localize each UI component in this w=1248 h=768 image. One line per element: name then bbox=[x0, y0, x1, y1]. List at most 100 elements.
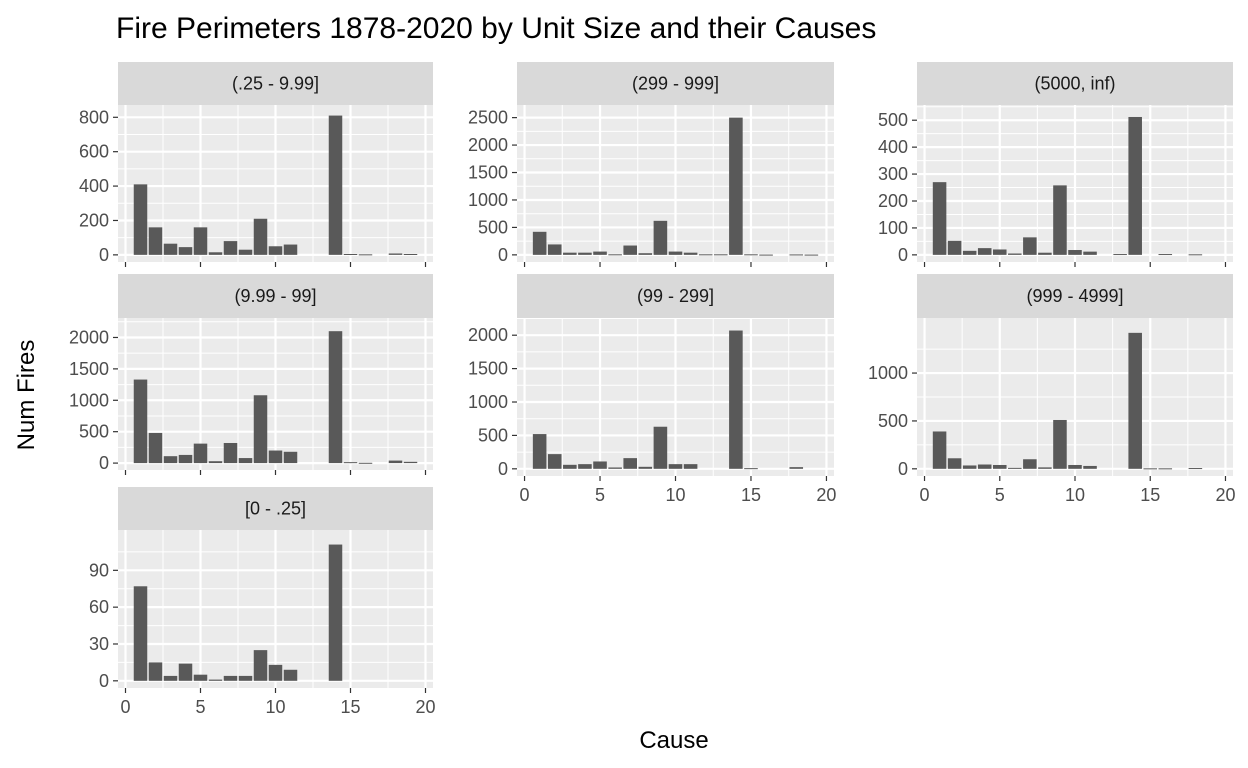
bar bbox=[1158, 468, 1173, 470]
bar bbox=[932, 431, 947, 469]
bar bbox=[133, 379, 148, 464]
bar bbox=[178, 663, 193, 681]
y-tick-label: 90 bbox=[89, 560, 109, 580]
bar bbox=[343, 254, 358, 256]
bar bbox=[1083, 465, 1097, 469]
bar bbox=[1008, 253, 1022, 255]
bar bbox=[193, 227, 208, 255]
x-tick-label: 5 bbox=[995, 485, 1005, 505]
bar bbox=[759, 254, 773, 256]
bar bbox=[223, 241, 238, 255]
bar bbox=[253, 395, 268, 464]
y-tick-label: 2000 bbox=[69, 327, 109, 347]
bar bbox=[729, 330, 743, 469]
bar bbox=[193, 674, 208, 681]
bar bbox=[238, 675, 253, 681]
y-tick-label: 2500 bbox=[468, 108, 508, 128]
bar bbox=[1083, 251, 1097, 255]
bar bbox=[238, 249, 253, 255]
bar bbox=[328, 115, 343, 255]
y-tick-label: 1500 bbox=[468, 359, 508, 379]
bar bbox=[729, 117, 743, 255]
x-tick-label: 10 bbox=[1065, 485, 1085, 505]
y-tick-label: 0 bbox=[498, 245, 508, 265]
bar bbox=[283, 451, 298, 464]
y-tick-label: 300 bbox=[878, 164, 908, 184]
y-tick-label: 0 bbox=[898, 245, 908, 265]
bar bbox=[133, 586, 148, 681]
x-tick-label: 5 bbox=[595, 485, 605, 505]
bar bbox=[283, 244, 298, 255]
bar bbox=[1023, 237, 1037, 255]
x-tick-label: 0 bbox=[120, 697, 130, 717]
y-tick-label: 800 bbox=[79, 107, 109, 127]
bar bbox=[268, 450, 283, 464]
bar bbox=[148, 432, 163, 464]
bar bbox=[268, 664, 283, 681]
bar bbox=[932, 182, 947, 255]
bar bbox=[789, 467, 804, 469]
bar bbox=[208, 461, 223, 464]
facet-strip-label: (5000, inf) bbox=[1034, 74, 1115, 94]
bar bbox=[532, 434, 547, 469]
x-tick-label: 10 bbox=[665, 485, 685, 505]
bar bbox=[653, 220, 668, 255]
y-tick-label: 400 bbox=[878, 137, 908, 157]
bar bbox=[578, 464, 592, 469]
bar bbox=[532, 231, 547, 255]
bar bbox=[698, 254, 713, 256]
facet-strip bbox=[917, 62, 1233, 105]
facet-panel: (99 - 299] 0 500 1000 1500 2000 0 5 10 15 20 bbox=[468, 274, 836, 505]
y-tick-label: 2000 bbox=[468, 135, 508, 155]
x-tick-label: 20 bbox=[1215, 485, 1235, 505]
bar bbox=[328, 544, 343, 681]
facet-strip-label: (299 - 999] bbox=[632, 74, 719, 94]
bar bbox=[133, 184, 148, 255]
facet-strip bbox=[118, 274, 433, 318]
bar bbox=[1008, 467, 1022, 469]
y-tick-label: 0 bbox=[498, 459, 508, 479]
chart-title: Fire Perimeters 1878-2020 by Unit Size a… bbox=[116, 12, 876, 45]
bar bbox=[668, 251, 683, 255]
bar bbox=[388, 460, 403, 464]
bar bbox=[593, 461, 607, 469]
y-tick-label: 0 bbox=[99, 671, 109, 691]
bar bbox=[683, 464, 698, 469]
bar bbox=[253, 650, 268, 681]
bar bbox=[1038, 252, 1052, 255]
bar bbox=[223, 442, 238, 464]
y-tick-label: 500 bbox=[79, 422, 109, 442]
bar bbox=[947, 240, 962, 255]
bar bbox=[608, 467, 622, 469]
y-tick-label: 600 bbox=[79, 142, 109, 162]
y-tick-label: 400 bbox=[79, 176, 109, 196]
y-tick-label: 60 bbox=[89, 597, 109, 617]
y-tick-label: 1000 bbox=[69, 390, 109, 410]
bar bbox=[238, 458, 253, 464]
bar bbox=[593, 251, 607, 255]
bar bbox=[1158, 254, 1173, 256]
y-tick-label: 200 bbox=[79, 210, 109, 230]
bar bbox=[563, 252, 577, 255]
bar bbox=[358, 254, 373, 256]
bar bbox=[547, 244, 562, 255]
bar bbox=[804, 254, 819, 256]
facet-panel: (5000, inf) 0 100 200 300 400 500 bbox=[878, 62, 1233, 267]
bar bbox=[163, 243, 178, 255]
bar bbox=[977, 464, 992, 469]
y-tick-label: 0 bbox=[99, 245, 109, 265]
bar bbox=[638, 466, 653, 469]
bar bbox=[163, 675, 178, 681]
bar bbox=[578, 252, 592, 255]
bar bbox=[403, 461, 418, 464]
bar bbox=[1038, 467, 1052, 469]
facet-strip bbox=[118, 487, 433, 530]
bar bbox=[1068, 464, 1082, 469]
y-tick-label: 1000 bbox=[468, 190, 508, 210]
bar bbox=[563, 464, 577, 469]
y-tick-label: 1500 bbox=[468, 163, 508, 183]
bar bbox=[683, 252, 698, 255]
facet-strip bbox=[517, 62, 834, 105]
facet-panel: (299 - 999] 0 500 1000 1500 2000 2500 bbox=[468, 62, 834, 267]
bar bbox=[388, 253, 403, 255]
